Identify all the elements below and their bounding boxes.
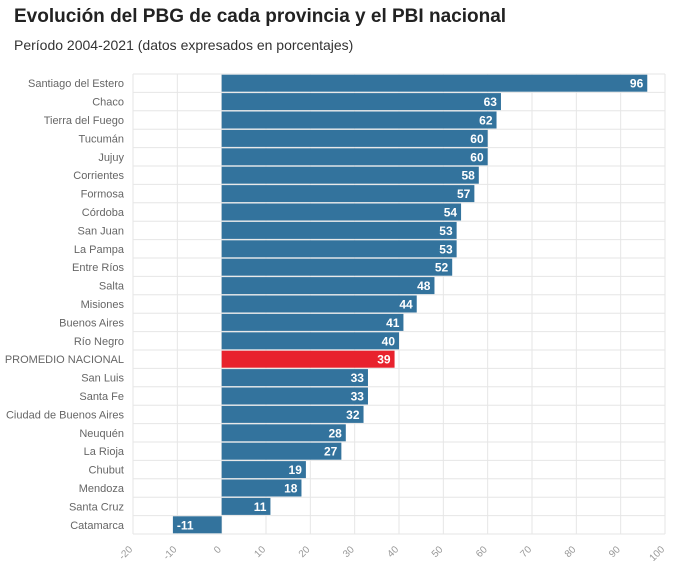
data-label: 39 xyxy=(377,353,391,367)
category-label: San Juan xyxy=(78,225,124,237)
x-tick-label: 20 xyxy=(297,544,313,560)
data-label: 52 xyxy=(435,261,449,275)
data-label: 62 xyxy=(479,114,493,128)
data-label: 53 xyxy=(439,242,453,256)
category-label: Tierra del Fuego xyxy=(44,115,124,127)
data-label: 57 xyxy=(457,187,471,201)
bar xyxy=(221,442,342,460)
bar xyxy=(221,221,457,239)
x-tick-label: -20 xyxy=(117,544,135,561)
data-label: 54 xyxy=(444,206,458,220)
category-label: Salta xyxy=(99,281,125,293)
chart-title: Evolución del PBG de cada provincia y el… xyxy=(14,6,507,27)
category-label: Entre Ríos xyxy=(72,262,124,274)
bar xyxy=(221,424,346,442)
data-label: 28 xyxy=(328,426,342,440)
bar xyxy=(221,148,488,166)
data-label: 53 xyxy=(439,224,453,238)
category-label: Chubut xyxy=(89,465,124,477)
data-label: -11 xyxy=(177,518,194,532)
bar xyxy=(221,74,648,92)
category-label: Santiago del Estero xyxy=(28,78,124,90)
category-label: Buenos Aires xyxy=(59,317,124,329)
category-label: Formosa xyxy=(81,189,125,201)
bar xyxy=(221,350,395,368)
x-tick-label: 30 xyxy=(341,544,357,560)
category-label: Neuquén xyxy=(79,428,124,440)
bar xyxy=(221,277,435,295)
bar xyxy=(221,405,364,423)
category-label: San Luis xyxy=(81,373,124,385)
category-label: Catamarca xyxy=(70,520,125,532)
data-label: 63 xyxy=(484,95,498,109)
bar xyxy=(221,240,457,258)
data-label: 32 xyxy=(346,408,360,422)
category-label: Santa Fe xyxy=(79,391,124,403)
bar xyxy=(221,111,497,129)
category-label: Mendoza xyxy=(79,483,125,495)
data-label: 40 xyxy=(382,334,396,348)
bar xyxy=(221,258,453,276)
bar xyxy=(221,203,462,221)
bar xyxy=(172,516,222,534)
bar xyxy=(221,185,475,203)
bar xyxy=(221,93,501,111)
bar xyxy=(221,129,488,147)
data-label: 11 xyxy=(254,500,267,514)
category-label: La Pampa xyxy=(74,244,125,256)
x-tick-label: 80 xyxy=(563,544,579,560)
bar xyxy=(221,479,302,497)
x-tick-label: 10 xyxy=(252,544,268,560)
bar xyxy=(221,461,306,479)
category-label: Misiones xyxy=(81,299,125,311)
category-label: Corrientes xyxy=(73,170,124,182)
category-label: Río Negro xyxy=(74,336,124,348)
data-label: 44 xyxy=(399,298,413,312)
x-tick-label: 50 xyxy=(430,544,446,560)
x-tick-label: -10 xyxy=(161,544,179,561)
data-label: 27 xyxy=(324,445,338,459)
category-label: Santa Cruz xyxy=(69,501,124,513)
x-tick-label: 0 xyxy=(212,544,224,556)
bar xyxy=(221,387,368,405)
x-tick-label: 100 xyxy=(648,544,668,561)
x-tick-label: 60 xyxy=(474,544,490,560)
category-label: Córdoba xyxy=(82,207,125,219)
x-tick-label: 90 xyxy=(607,544,623,560)
category-label: Ciudad de Buenos Aires xyxy=(6,409,125,421)
chart-subtitle: Período 2004-2021 (datos expresados en p… xyxy=(14,37,354,53)
data-label: 19 xyxy=(289,463,303,477)
data-label: 33 xyxy=(351,390,365,404)
category-label: Jujuy xyxy=(98,152,124,164)
bar xyxy=(221,313,404,331)
x-tick-label: 40 xyxy=(385,544,401,560)
x-tick-label: 70 xyxy=(518,544,534,560)
data-label: 58 xyxy=(461,169,475,183)
data-label: 41 xyxy=(386,316,400,330)
data-label: 60 xyxy=(470,132,484,146)
category-label: PROMEDIO NACIONAL xyxy=(5,354,124,366)
bar xyxy=(221,497,271,515)
data-label: 96 xyxy=(630,77,644,91)
data-label: 60 xyxy=(470,150,484,164)
category-label: La Rioja xyxy=(84,446,125,458)
data-label: 33 xyxy=(351,371,365,385)
category-label: Tucumán xyxy=(79,133,124,145)
bar xyxy=(221,166,479,184)
data-label: 18 xyxy=(284,482,298,496)
category-label: Chaco xyxy=(92,97,124,109)
bar xyxy=(221,369,368,387)
bar xyxy=(221,332,399,350)
data-label: 48 xyxy=(417,279,431,293)
bar xyxy=(221,295,417,313)
